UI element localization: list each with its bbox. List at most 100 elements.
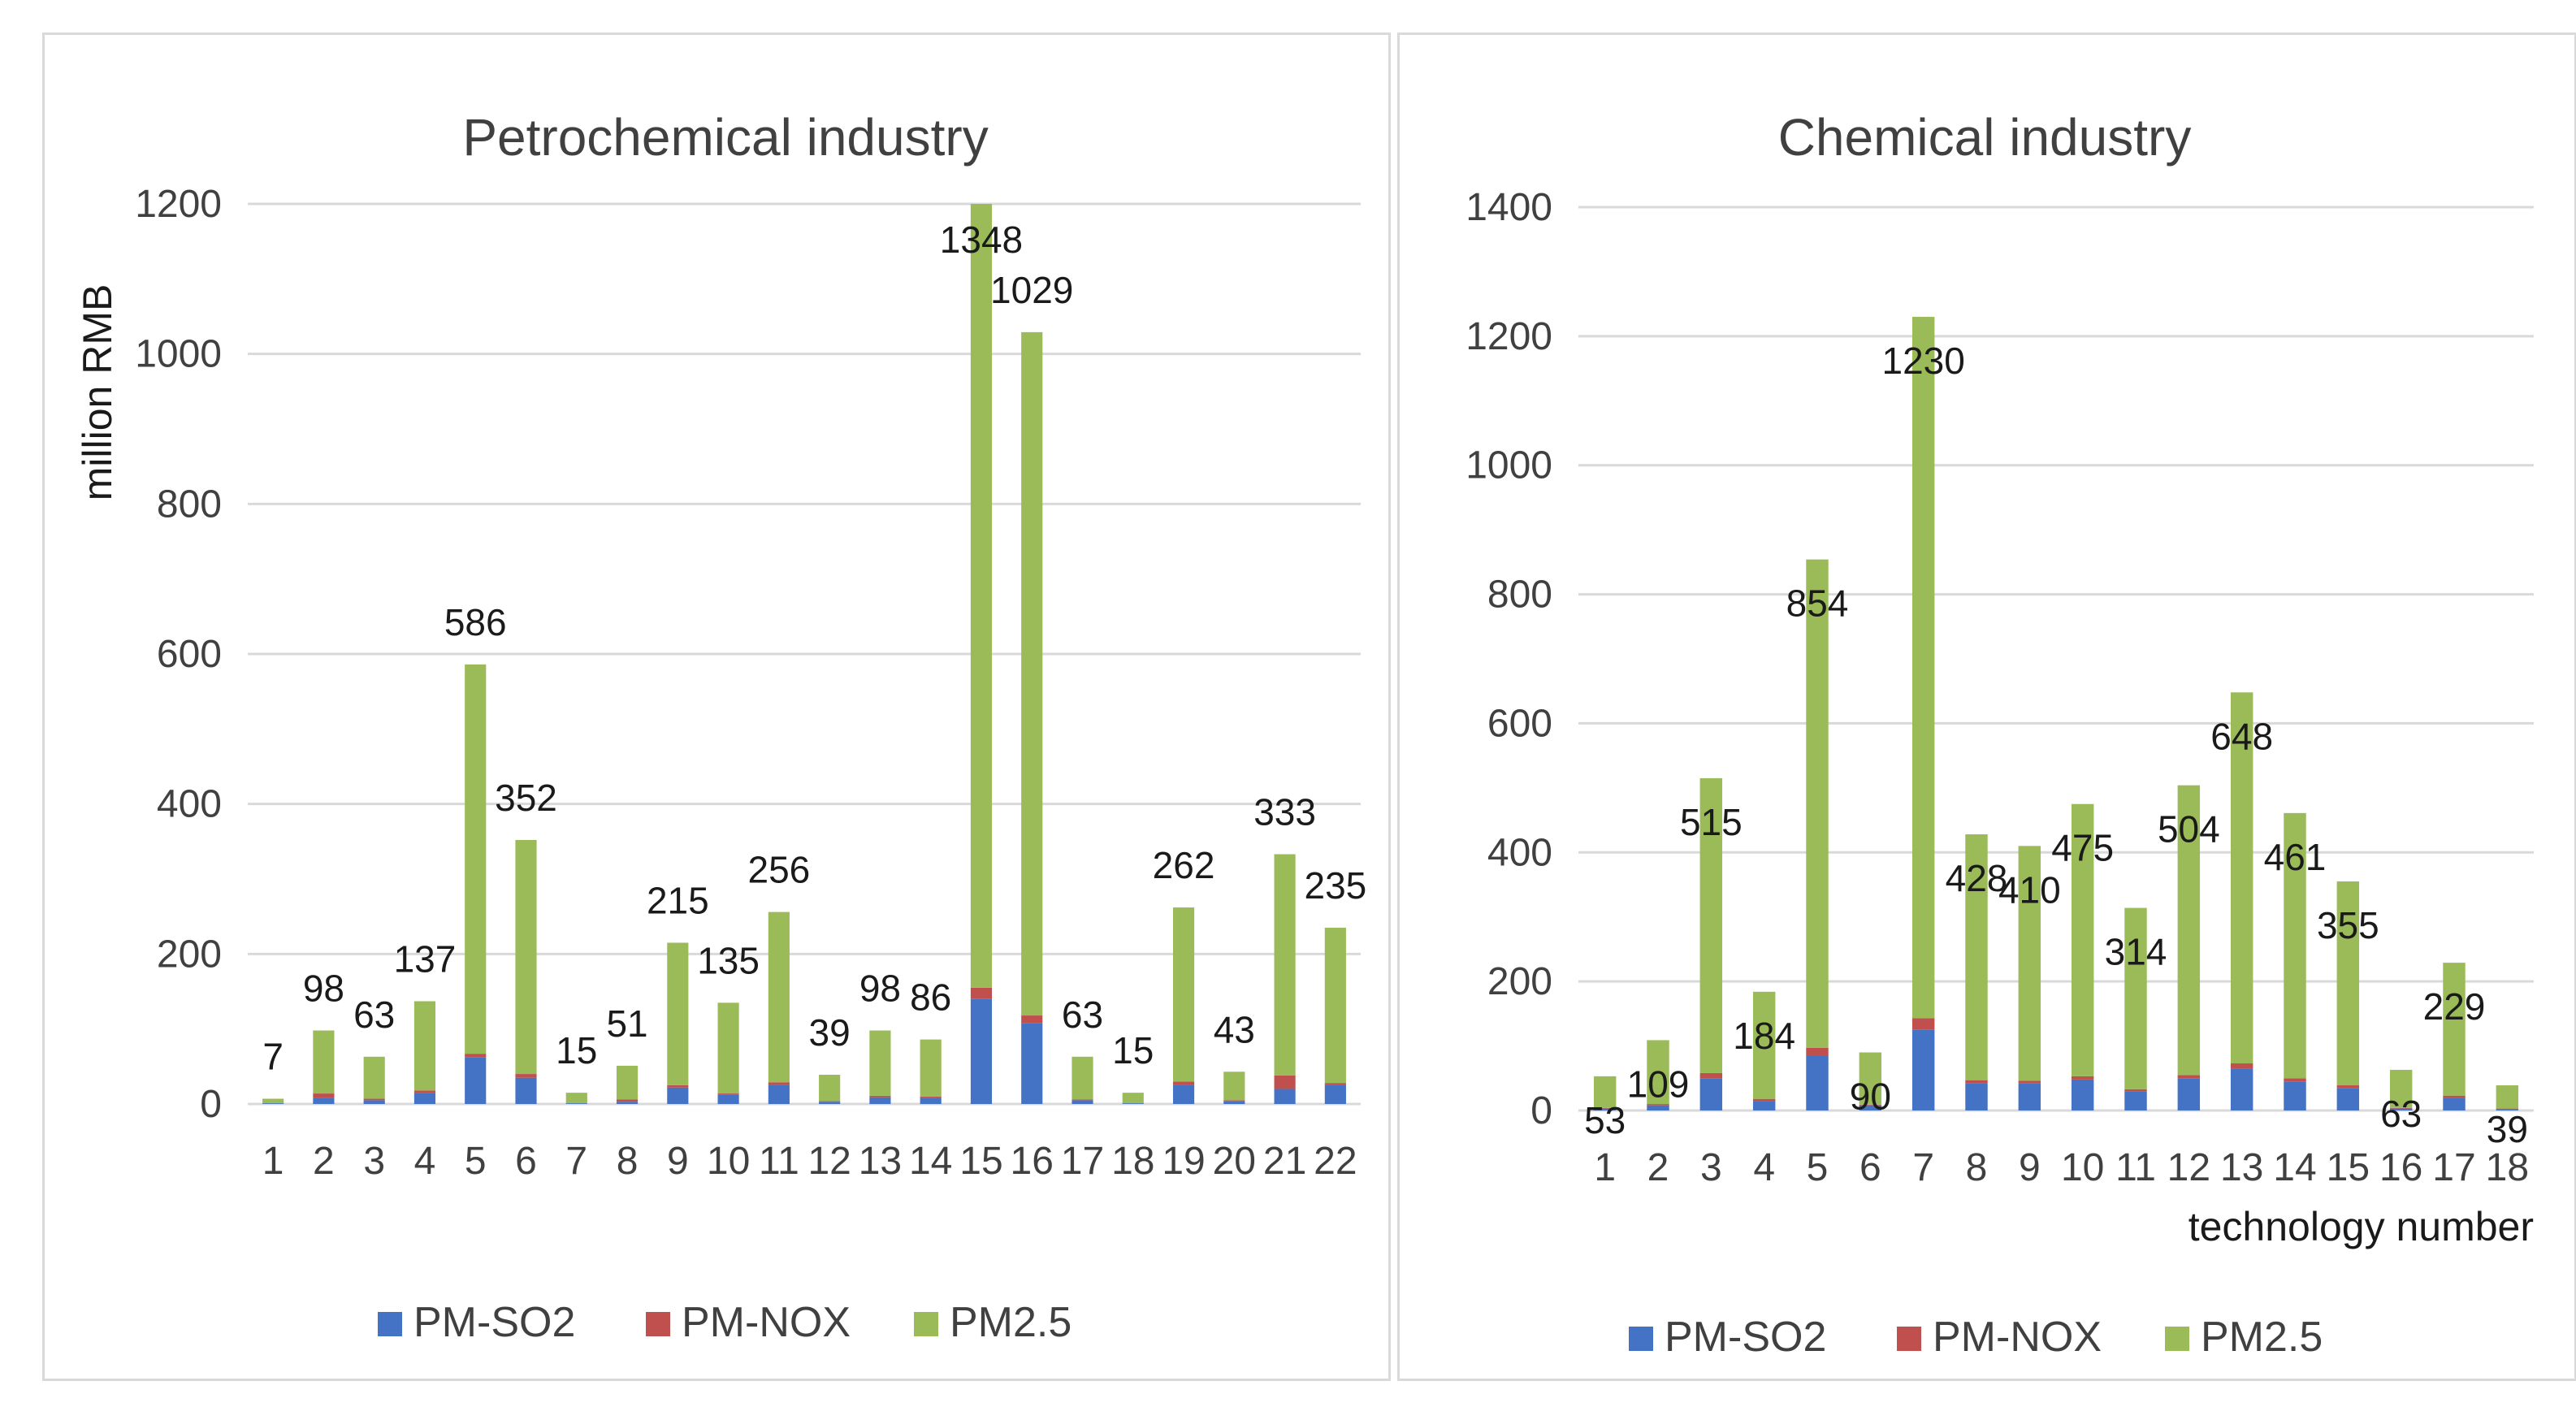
bar-segment-pm25 — [313, 1030, 335, 1094]
x-tick-label: 14 — [2273, 1146, 2316, 1189]
data-label: 586 — [444, 601, 507, 643]
bar-segment-pmso2 — [667, 1087, 689, 1104]
bar-segment-pmnox — [920, 1096, 942, 1098]
bar-segment-pm25 — [1021, 331, 1043, 1016]
bar-segment-pmnox — [616, 1099, 639, 1102]
x-tick-label: 11 — [2115, 1146, 2156, 1189]
bar-segment-pmnox — [2230, 1063, 2253, 1069]
bar-segment-pmso2 — [1806, 1055, 1829, 1110]
bar-segment-pm25 — [515, 839, 537, 1075]
bar-segment-pm25 — [1911, 317, 1935, 1019]
x-tick-label: 10 — [707, 1140, 750, 1183]
x-tick-label: 7 — [565, 1140, 587, 1183]
bar-segment-pm25 — [2443, 963, 2466, 1096]
bar-segment-pm25 — [819, 1074, 841, 1102]
bar-segment-pmnox — [667, 1084, 689, 1088]
x-tick-label: 21 — [1263, 1140, 1306, 1183]
chemical-chart: Chemical industry02004006008001000120014… — [1466, 108, 2534, 1361]
bar-segment-pm25 — [2284, 812, 2306, 1079]
legend-swatch-so2 — [1629, 1327, 1653, 1351]
bar-segment-pmso2 — [1752, 1101, 1776, 1110]
data-label: 314 — [2105, 931, 2167, 973]
data-label: 428 — [1946, 857, 2008, 899]
bar-segment-pmso2 — [2336, 1088, 2360, 1110]
bar-segment-pmso2 — [1699, 1078, 1723, 1110]
bar-segment-pmso2 — [920, 1097, 942, 1104]
x-tick-label: 9 — [667, 1140, 689, 1183]
y-tick-label: 1200 — [135, 183, 222, 226]
bar-segment-pm25 — [1859, 1052, 1882, 1105]
bar-segment-pmso2 — [1593, 1108, 1617, 1110]
bar-segment-pmnox — [2177, 1075, 2201, 1079]
legend-label: PM-NOX — [682, 1299, 851, 1346]
bar-segment-pm25 — [413, 1001, 436, 1091]
bar-segment-pmso2 — [2284, 1081, 2306, 1110]
x-tick-label: 11 — [759, 1140, 799, 1183]
bar-segment-pmnox — [1859, 1104, 1882, 1106]
x-tick-label: 3 — [363, 1140, 385, 1183]
legend-swatch-so2 — [378, 1312, 402, 1336]
data-label: 90 — [1850, 1076, 1891, 1118]
bar-segment-pmso2 — [2018, 1083, 2041, 1110]
bar-segment-pmso2 — [565, 1103, 587, 1104]
bar-segment-pmnox — [819, 1101, 841, 1102]
data-label: 235 — [1304, 864, 1366, 907]
bar-segment-pmso2 — [2124, 1091, 2147, 1110]
bar-segment-pmnox — [1021, 1015, 1043, 1024]
bar-segment-pmnox — [2389, 1107, 2413, 1109]
y-tick-label: 1000 — [1466, 444, 1552, 487]
bar-segment-pmnox — [2284, 1078, 2306, 1082]
data-label: 15 — [1112, 1029, 1154, 1071]
x-tick-label: 13 — [859, 1140, 902, 1183]
x-tick-label: 3 — [1700, 1146, 1722, 1189]
bar-segment-pmso2 — [1021, 1023, 1043, 1104]
bar-segment-pmso2 — [1223, 1101, 1245, 1104]
x-tick-label: 20 — [1213, 1140, 1256, 1183]
bar-segment-pm25 — [768, 911, 790, 1083]
chart-title: Chemical industry — [1778, 108, 2192, 167]
petrochemical-chart-panel: Petrochemical industry 0 200 400 600 800 1000 1… — [42, 32, 1391, 1381]
bar-segment-pmnox — [465, 1054, 487, 1058]
bar-segment-pmso2 — [2230, 1068, 2253, 1110]
bar-segment-pmso2 — [717, 1094, 739, 1104]
bar-segment-pmnox — [1699, 1072, 1723, 1079]
bar-segment-pmso2 — [1859, 1105, 1882, 1110]
data-label: 461 — [2264, 836, 2327, 878]
bar-segment-pm25 — [869, 1030, 891, 1096]
x-tick-label: 17 — [1061, 1140, 1104, 1183]
bar-segment-pm25 — [262, 1098, 284, 1104]
legend-swatch-nox — [646, 1312, 670, 1336]
bar-segment-pm25 — [1965, 834, 1988, 1080]
bar-segment-pmso2 — [1647, 1105, 1669, 1110]
bar-segment-pm25 — [565, 1093, 587, 1104]
legend-label: PM2.5 — [950, 1299, 1072, 1346]
bar-segment-pmnox — [2443, 1095, 2466, 1098]
bar-segment-pm25 — [1122, 1093, 1144, 1104]
bar-segment-pmso2 — [869, 1097, 891, 1104]
x-tick-label: 7 — [1912, 1146, 1934, 1189]
x-tick-label: 14 — [909, 1140, 952, 1183]
bar-segment-pmnox — [2071, 1076, 2094, 1080]
legend-label: PM-SO2 — [1665, 1314, 1826, 1361]
bar-segment-pmnox — [1911, 1018, 1935, 1030]
data-label: 7 — [262, 1036, 284, 1078]
data-label: 137 — [394, 938, 457, 981]
bar-segment-pmnox — [313, 1093, 335, 1098]
legend-label: PM-SO2 — [413, 1299, 575, 1346]
legend-label: PM-NOX — [1933, 1314, 2102, 1361]
bar-segment-pmso2 — [2496, 1109, 2519, 1110]
bar-segment-pm25 — [363, 1056, 385, 1099]
data-label: 135 — [697, 939, 760, 981]
x-tick-label: 10 — [2061, 1146, 2104, 1189]
y-tick-label: 400 — [1487, 831, 1552, 874]
x-tick-label: 4 — [1753, 1146, 1775, 1189]
bar-segment-pm25 — [1223, 1071, 1245, 1101]
y-tick-label: 0 — [200, 1083, 222, 1126]
y-tick-label: 200 — [157, 933, 222, 976]
bar-segment-pm25 — [2230, 692, 2253, 1064]
bar-segment-pmnox — [1223, 1100, 1245, 1102]
bar-segment-pmnox — [2336, 1085, 2360, 1089]
x-tick-label: 4 — [414, 1140, 436, 1183]
data-label: 215 — [647, 879, 709, 921]
x-tick-label: 1 — [262, 1140, 284, 1183]
